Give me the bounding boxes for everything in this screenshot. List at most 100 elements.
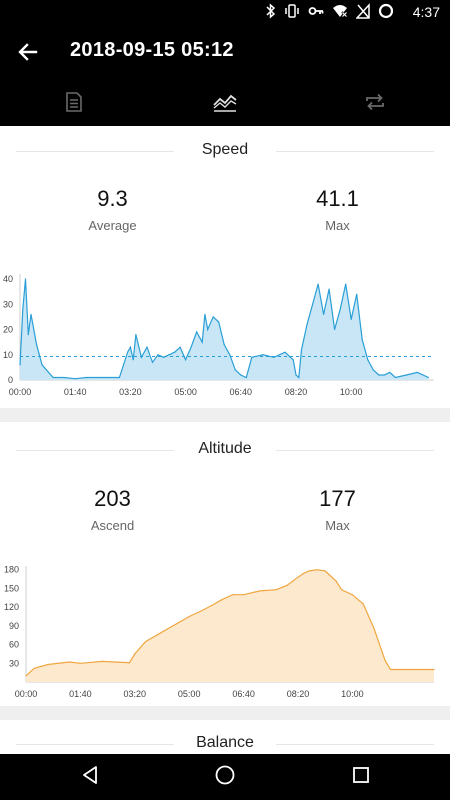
tab-repeat[interactable] — [355, 88, 395, 120]
divider — [276, 744, 434, 745]
data-point — [295, 374, 297, 376]
data-point — [316, 569, 318, 571]
status-bar: 4:37 — [0, 0, 450, 24]
data-point — [196, 331, 198, 333]
data-point — [416, 371, 418, 373]
data-point — [74, 378, 76, 380]
data-point — [400, 668, 402, 671]
divider — [16, 151, 174, 152]
data-point — [284, 351, 286, 353]
x-tick-label: 00:00 — [15, 689, 38, 699]
data-point — [356, 293, 358, 295]
data-point — [362, 603, 364, 605]
data-point — [306, 323, 308, 326]
content-scroll[interactable]: Speed 9.3 Average 41.1 Max 0 10 20 30 40 00:0… — [0, 126, 450, 754]
nav-recents-button[interactable] — [347, 763, 375, 791]
data-point — [345, 283, 347, 285]
altitude-ascend-stat: 203 Ascend — [0, 486, 225, 533]
data-point — [372, 369, 374, 371]
altitude-ascend-value: 203 — [94, 486, 131, 511]
data-point — [218, 321, 220, 323]
no-signal-icon — [356, 3, 370, 19]
data-point — [317, 283, 319, 285]
data-point — [41, 364, 43, 366]
data-point — [199, 610, 201, 613]
nav-home-button[interactable] — [211, 763, 239, 791]
data-point — [350, 318, 352, 320]
speed-title: Speed — [201, 141, 249, 158]
divider — [276, 151, 434, 152]
circle-home-icon — [214, 764, 236, 791]
data-point — [234, 369, 236, 371]
x-tick-label: 01:40 — [64, 387, 87, 397]
data-point — [334, 328, 336, 331]
data-point — [145, 640, 147, 643]
battery-saver-icon — [378, 3, 394, 19]
data-point — [221, 599, 223, 601]
data-point — [63, 376, 65, 379]
x-tick-label: 03:20 — [124, 689, 147, 699]
y-tick-label: 0 — [8, 375, 13, 385]
data-point — [286, 584, 288, 586]
divider — [16, 450, 174, 451]
x-tick-label: 00:00 — [9, 387, 32, 397]
data-point — [79, 662, 81, 664]
altitude-title: Altitude — [198, 440, 252, 457]
divider — [16, 744, 174, 745]
tab-charts[interactable] — [205, 88, 245, 120]
altitude-ascend-label: Ascend — [90, 518, 135, 533]
data-point — [151, 361, 154, 363]
y-tick-label: 40 — [3, 274, 13, 284]
data-point — [389, 668, 392, 671]
data-point — [174, 351, 176, 353]
y-tick-label: 150 — [4, 583, 19, 593]
data-point — [232, 594, 234, 596]
altitude-chart: 30 60 90 120 150 180 00:00 01:40 03:20 05:00 06:40… — [4, 565, 435, 699]
x-tick-label: 08:20 — [287, 689, 310, 699]
data-point — [240, 374, 242, 376]
data-point — [128, 662, 130, 664]
x-tick-label: 10:00 — [340, 387, 363, 397]
series-area — [20, 279, 429, 380]
data-point — [210, 605, 212, 607]
data-point — [27, 334, 29, 336]
bluetooth-icon — [266, 3, 276, 19]
data-point — [251, 356, 253, 358]
data-point — [259, 590, 261, 592]
triangle-back-icon — [80, 765, 100, 790]
altitude-max-value: 177 — [319, 486, 356, 511]
speed-average-label: Average — [88, 218, 137, 233]
speed-section-header: Speed — [0, 136, 450, 166]
x-tick-label: 06:40 — [232, 689, 255, 699]
chart-icon — [213, 92, 237, 117]
data-point — [229, 354, 231, 356]
data-point — [367, 359, 369, 361]
data-point — [340, 589, 343, 591]
data-point — [135, 334, 137, 336]
data-point — [308, 570, 310, 572]
data-point — [201, 341, 203, 343]
back-arrow-icon[interactable] — [14, 38, 42, 66]
balance-section-header: Balance — [0, 729, 450, 754]
data-point — [204, 313, 206, 315]
nav-back-button[interactable] — [76, 763, 104, 791]
data-point — [427, 376, 430, 379]
y-tick-label: 30 — [9, 658, 19, 668]
balance-title: Balance — [196, 734, 254, 751]
data-point — [361, 339, 363, 341]
y-tick-label: 90 — [9, 621, 19, 631]
data-point — [212, 316, 214, 318]
data-point — [373, 628, 375, 630]
tab-details[interactable] — [54, 88, 94, 120]
data-point — [179, 346, 181, 348]
data-point — [207, 328, 209, 331]
data-point — [156, 634, 158, 636]
data-point — [190, 346, 192, 348]
data-point — [302, 572, 304, 575]
altitude-section-header: Altitude — [0, 435, 450, 465]
data-point — [339, 308, 341, 310]
data-point — [185, 359, 187, 361]
data-point — [298, 376, 300, 379]
document-icon — [65, 91, 83, 117]
data-point — [132, 359, 134, 361]
